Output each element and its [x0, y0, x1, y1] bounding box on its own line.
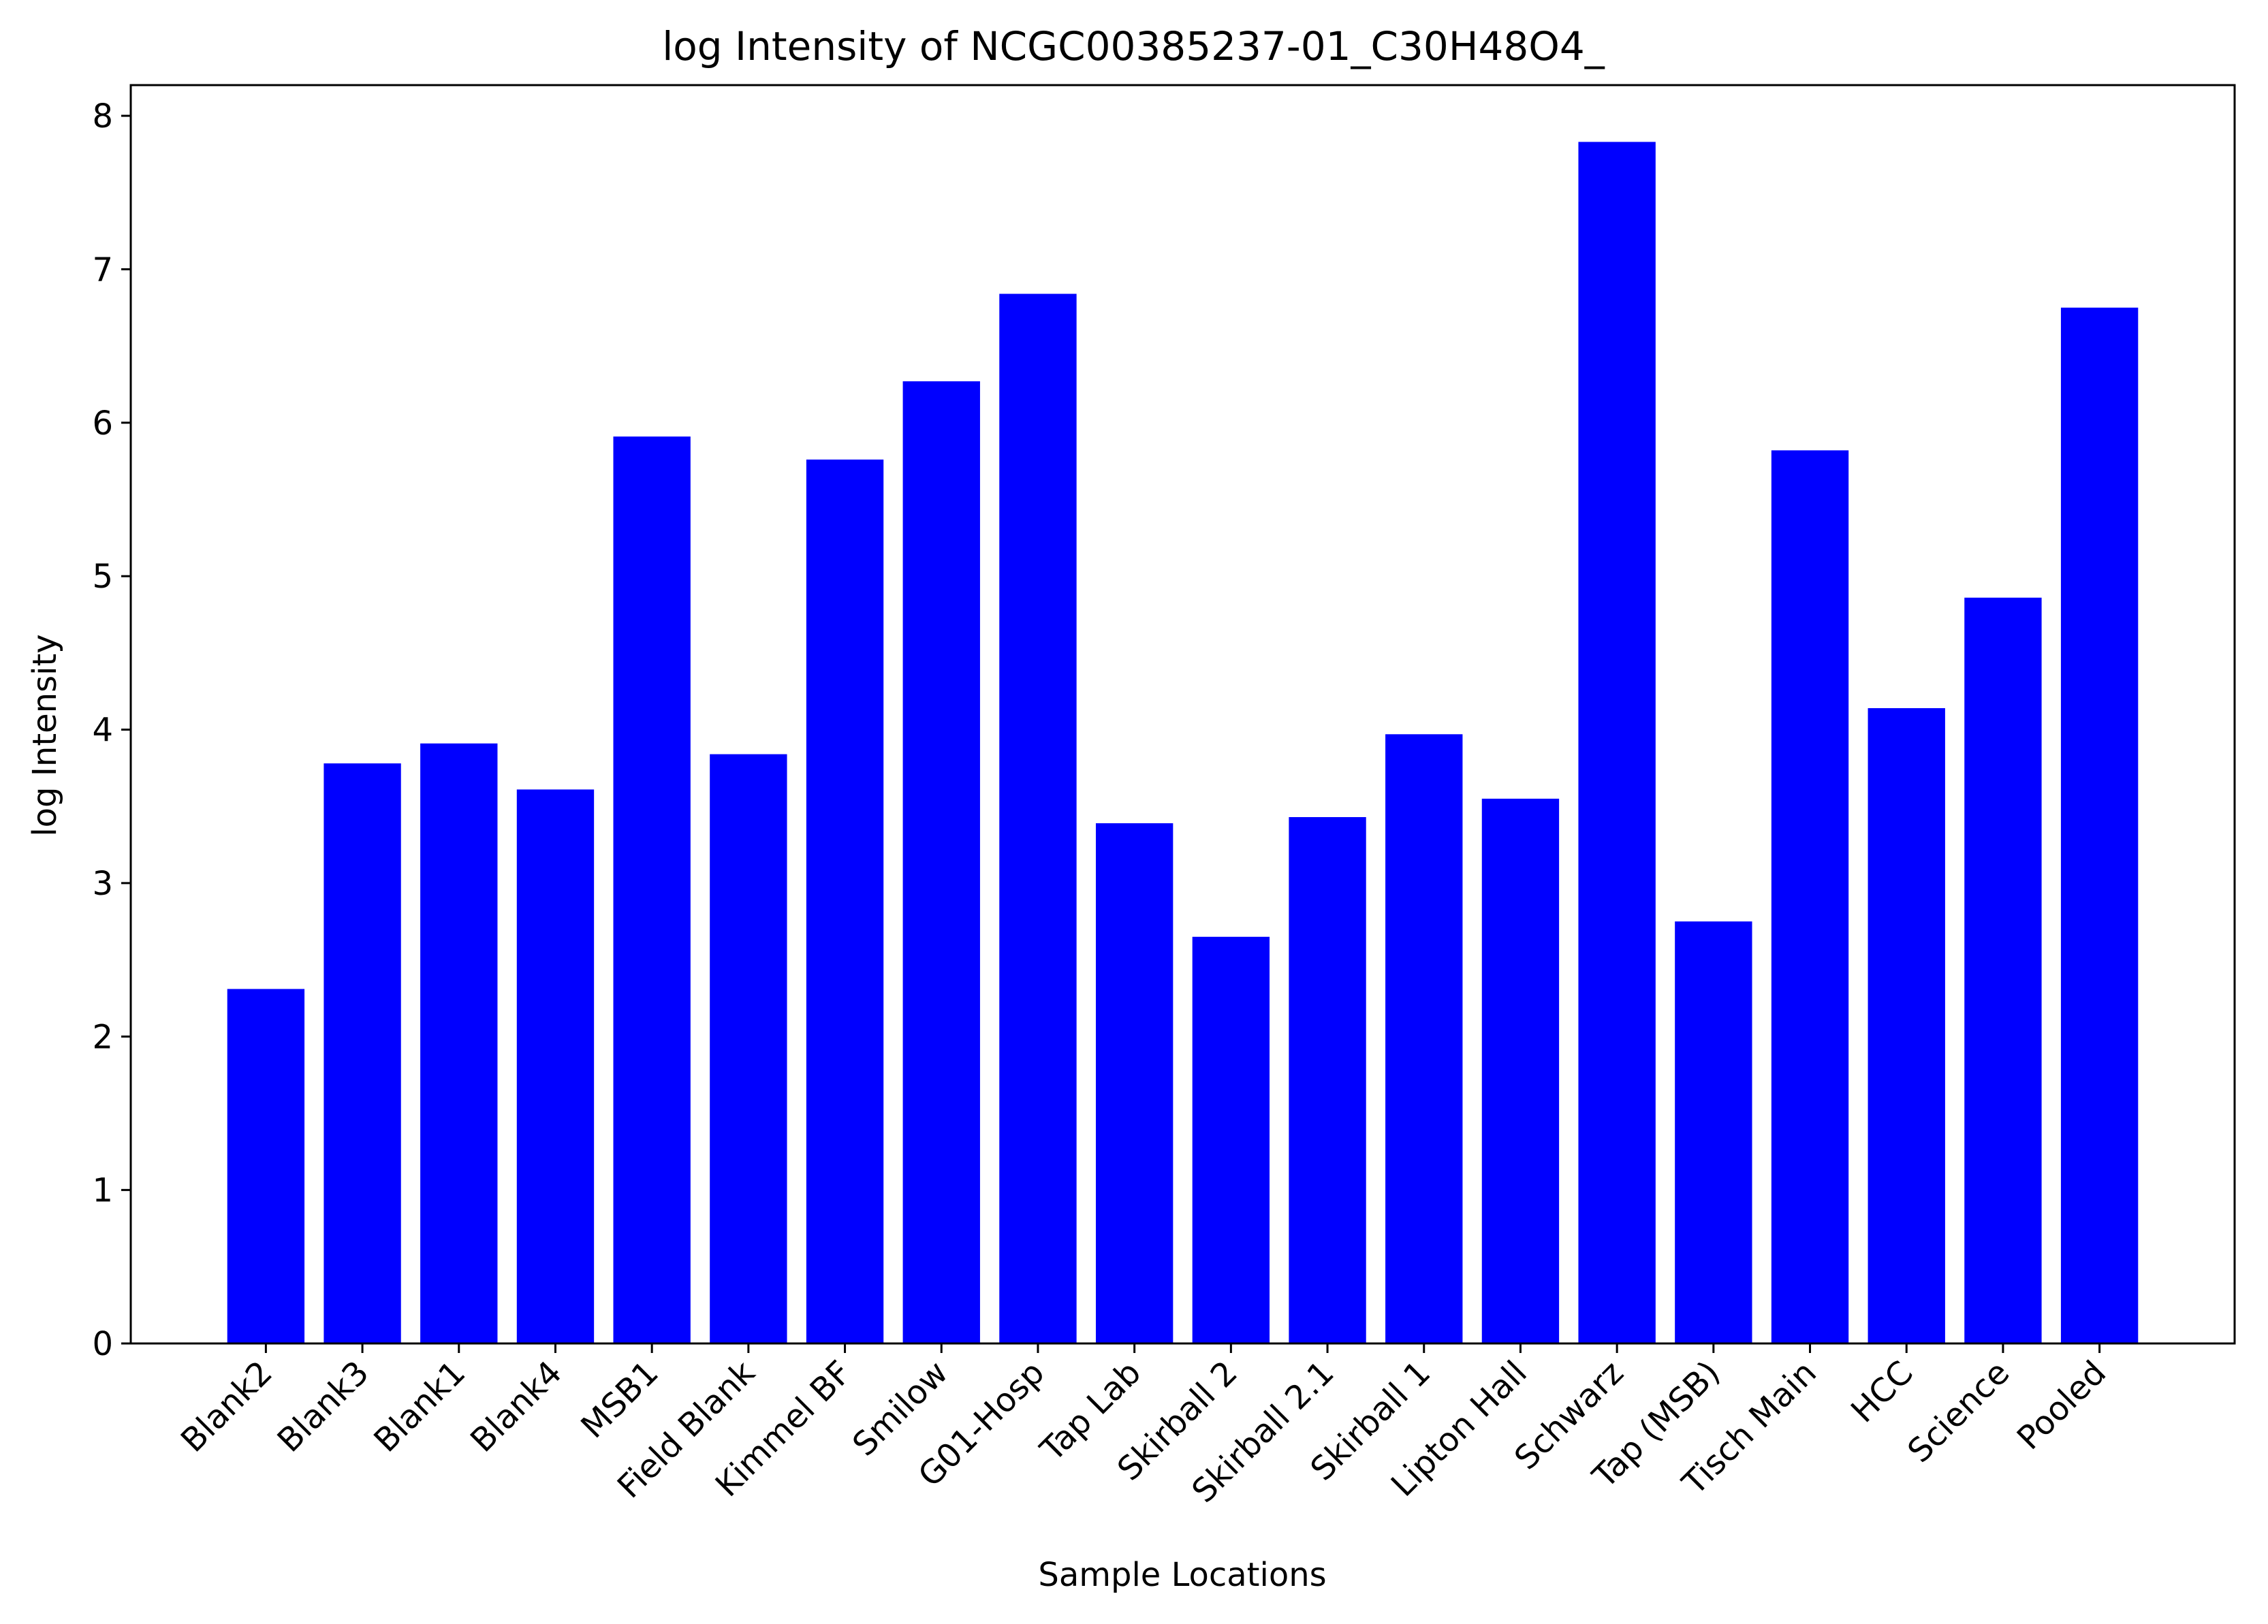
bar-skirball-2 — [1192, 936, 1270, 1343]
y-axis: 0 1 2 3 4 5 6 7 8 — [92, 97, 131, 1363]
bar-schwarz — [1578, 142, 1656, 1343]
bar-tap-msb — [1675, 921, 1752, 1343]
bar-smilow — [902, 381, 980, 1344]
bar-blank1 — [420, 743, 498, 1343]
bars-group — [227, 142, 2139, 1344]
y-tick-label: 5 — [92, 558, 113, 596]
y-tick-label: 7 — [92, 251, 113, 289]
x-tick-label: Blank4 — [463, 1354, 569, 1460]
plot-frame — [129, 84, 2236, 1345]
bar-tap-lab — [1095, 823, 1174, 1343]
bar-blank2 — [227, 989, 305, 1343]
y-tick-label: 1 — [92, 1172, 113, 1210]
x-tick-label: Blank2 — [174, 1354, 280, 1460]
bar-science — [1964, 597, 2042, 1343]
y-tick-label: 2 — [92, 1018, 113, 1056]
bar-blank4 — [516, 789, 595, 1343]
y-tick-label: 3 — [92, 865, 113, 903]
y-tick-label: 0 — [92, 1325, 113, 1363]
bar-hcc — [1868, 707, 1945, 1343]
bar-skirball-1 — [1385, 734, 1463, 1343]
bar-blank3 — [324, 763, 401, 1343]
x-tick-label: Pooled — [2010, 1354, 2113, 1457]
x-tick-label: MSB1 — [573, 1354, 665, 1446]
bar-lipton-hall — [1481, 798, 1560, 1343]
x-tick-label: Blank1 — [366, 1354, 473, 1460]
chart-title: log Intensity of NCGC00385237-01_C30H48O… — [662, 23, 1605, 69]
x-tick-label: Blank3 — [270, 1354, 377, 1460]
bar-pooled — [2060, 307, 2139, 1343]
x-axis-title: Sample Locations — [1038, 1556, 1326, 1594]
x-tick-label: Science — [1900, 1354, 2017, 1470]
y-tick-label: 8 — [92, 97, 113, 136]
y-axis-title: log Intensity — [26, 634, 64, 836]
x-tick-label: HCC — [1844, 1354, 1921, 1431]
y-tick-label: 4 — [92, 712, 113, 750]
bar-kimmel-bf — [806, 459, 884, 1343]
bar-skirball-2-1 — [1289, 817, 1366, 1343]
bar-tisch-main — [1771, 450, 1849, 1343]
bar-g01-hosp — [999, 293, 1077, 1343]
bar-msb1 — [613, 436, 691, 1343]
bar-field-blank — [710, 754, 787, 1343]
y-tick-label: 6 — [92, 404, 113, 443]
